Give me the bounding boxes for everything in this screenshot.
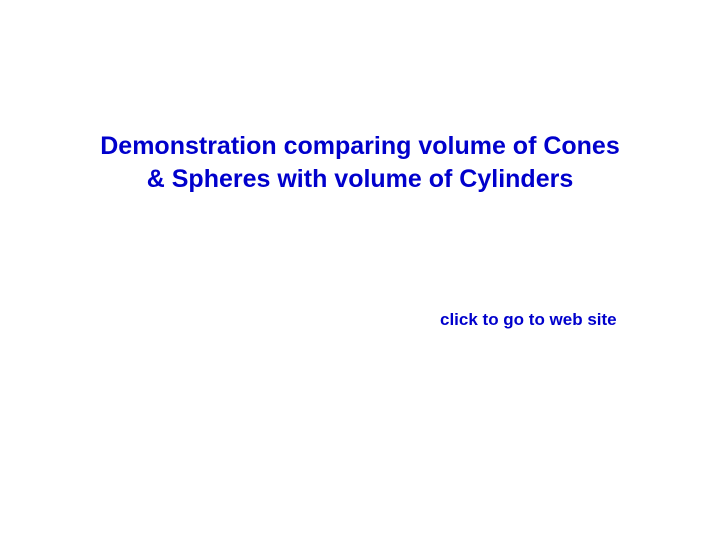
page-title-line-2: & Spheres with volume of Cylinders — [60, 163, 660, 196]
website-link-label: click to go to web site — [440, 310, 617, 329]
page-title-line-1: Demonstration comparing volume of Cones — [60, 130, 660, 163]
website-link[interactable]: click to go to web site — [440, 310, 617, 330]
page-title-block: Demonstration comparing volume of Cones … — [0, 130, 720, 195]
